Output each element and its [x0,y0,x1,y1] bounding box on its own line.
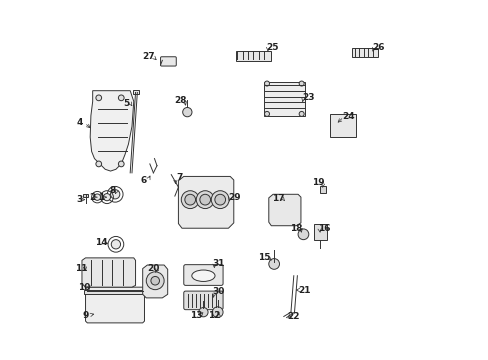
Bar [264,82,305,116]
Circle shape [264,111,269,116]
Circle shape [212,307,223,318]
Bar [133,90,139,94]
Text: 26: 26 [371,43,384,52]
Bar [351,48,378,57]
Text: 6: 6 [141,176,146,185]
Text: 5: 5 [122,99,129,108]
Text: 25: 25 [265,43,278,52]
Text: 19: 19 [312,178,325,187]
Circle shape [96,95,102,101]
Circle shape [211,191,229,208]
Text: 23: 23 [301,93,314,102]
Text: 1: 1 [98,193,104,202]
Circle shape [111,240,121,249]
FancyBboxPatch shape [183,291,223,310]
Ellipse shape [191,270,215,282]
Polygon shape [268,194,300,226]
Text: 31: 31 [212,260,224,269]
Text: 30: 30 [212,287,224,296]
Text: 20: 20 [147,264,159,273]
Circle shape [151,276,159,285]
FancyBboxPatch shape [160,57,176,66]
Circle shape [200,194,210,205]
Polygon shape [85,287,144,323]
Circle shape [110,190,120,199]
Circle shape [96,161,102,167]
Text: 15: 15 [257,253,270,262]
Bar [84,290,147,294]
Circle shape [118,95,124,101]
Text: 4: 4 [77,118,83,127]
Circle shape [103,194,110,201]
Text: 21: 21 [298,285,310,294]
Text: 11: 11 [75,264,87,273]
Text: 2: 2 [89,193,96,202]
Bar [329,114,356,137]
Polygon shape [142,265,167,298]
Circle shape [299,111,304,116]
Circle shape [146,272,164,290]
Polygon shape [178,176,233,228]
Text: 13: 13 [190,311,202,320]
Bar [83,194,88,197]
Circle shape [264,81,269,86]
Polygon shape [82,258,135,287]
Text: 7: 7 [176,173,183,182]
Circle shape [183,108,192,117]
Text: 9: 9 [82,311,88,320]
Circle shape [181,191,199,208]
Circle shape [184,194,195,205]
Text: 28: 28 [174,96,186,105]
Bar [235,51,271,61]
Circle shape [94,194,101,201]
Text: 27: 27 [142,52,155,61]
Text: 14: 14 [94,238,107,247]
Text: 17: 17 [271,194,284,203]
Text: 8: 8 [109,186,115,195]
Circle shape [196,191,214,208]
Bar [313,224,326,240]
Circle shape [268,258,279,269]
Bar [319,186,325,193]
Text: 22: 22 [287,312,300,321]
Text: 3: 3 [76,195,82,204]
Circle shape [118,161,124,167]
FancyBboxPatch shape [183,265,223,285]
Text: 16: 16 [317,224,329,233]
Circle shape [299,81,304,86]
Text: 24: 24 [341,112,354,121]
Text: 10: 10 [78,283,90,292]
Circle shape [214,194,225,205]
Circle shape [298,229,308,240]
Text: 12: 12 [207,311,220,320]
Polygon shape [90,91,134,171]
Text: 29: 29 [228,193,240,202]
Circle shape [198,307,207,317]
Text: 18: 18 [289,224,302,233]
